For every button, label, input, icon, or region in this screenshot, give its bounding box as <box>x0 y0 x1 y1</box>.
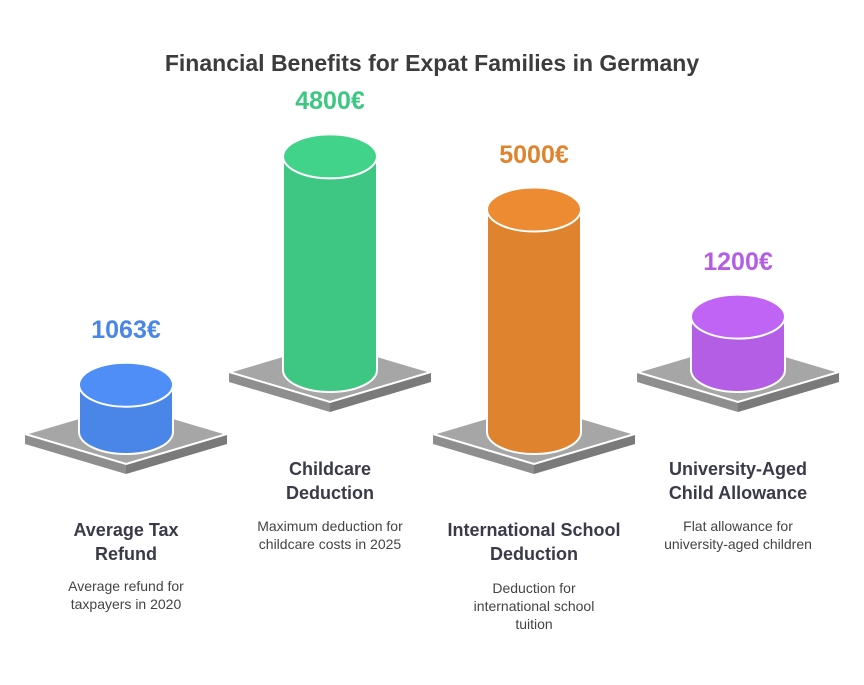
bar-cylinder-3 <box>486 208 582 455</box>
bar-cylinder-top-2 <box>282 133 378 180</box>
category-label: International School Deduction <box>447 520 621 564</box>
chart-title: Financial Benefits for Expat Families in… <box>164 50 700 76</box>
value-label: 5000€ <box>499 140 569 169</box>
platform-side-right <box>126 434 227 474</box>
value-label: 4800€ <box>295 87 365 116</box>
category-label: Average Tax Refund <box>73 520 179 564</box>
platform-side-left <box>637 372 738 412</box>
bar-cylinder-2 <box>282 155 378 393</box>
category-description: Average refund for taxpayers in 2020 <box>68 578 184 612</box>
category-description: Deduction for international school tuiti… <box>473 580 595 632</box>
category-label: University-Aged Child Allowance <box>668 459 808 503</box>
category-label: Childcare Deduction <box>286 459 374 503</box>
value-label: 1063€ <box>91 315 161 344</box>
bar-cylinder-top-4 <box>690 293 786 340</box>
platform-side-left <box>433 434 534 474</box>
platform-side-right <box>738 372 839 412</box>
value-label: 1200€ <box>703 247 773 276</box>
platform-side-left <box>229 372 330 412</box>
platform-side-right <box>534 434 635 474</box>
category-description: Flat allowance for university-aged child… <box>664 518 812 552</box>
category-description: Maximum deduction for childcare costs in… <box>257 518 403 552</box>
platform-side-right <box>330 372 431 412</box>
bar-cylinder-top-3 <box>486 186 582 233</box>
platform-side-left <box>25 434 126 474</box>
bar-cylinder-top-1 <box>78 361 174 408</box>
